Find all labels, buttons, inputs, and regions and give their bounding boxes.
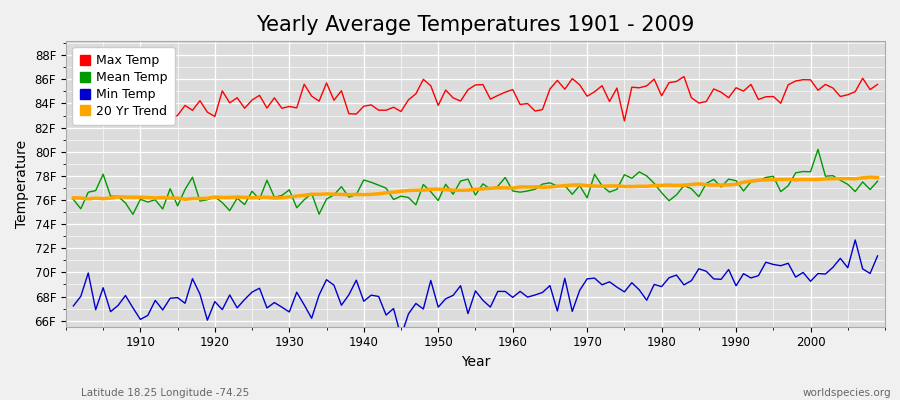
Text: worldspecies.org: worldspecies.org [803,388,891,398]
X-axis label: Year: Year [461,355,491,369]
Text: Latitude 18.25 Longitude -74.25: Latitude 18.25 Longitude -74.25 [81,388,249,398]
Legend: Max Temp, Mean Temp, Min Temp, 20 Yr Trend: Max Temp, Mean Temp, Min Temp, 20 Yr Tre… [72,47,175,125]
Title: Yearly Average Temperatures 1901 - 2009: Yearly Average Temperatures 1901 - 2009 [256,15,695,35]
Y-axis label: Temperature: Temperature [15,140,29,228]
